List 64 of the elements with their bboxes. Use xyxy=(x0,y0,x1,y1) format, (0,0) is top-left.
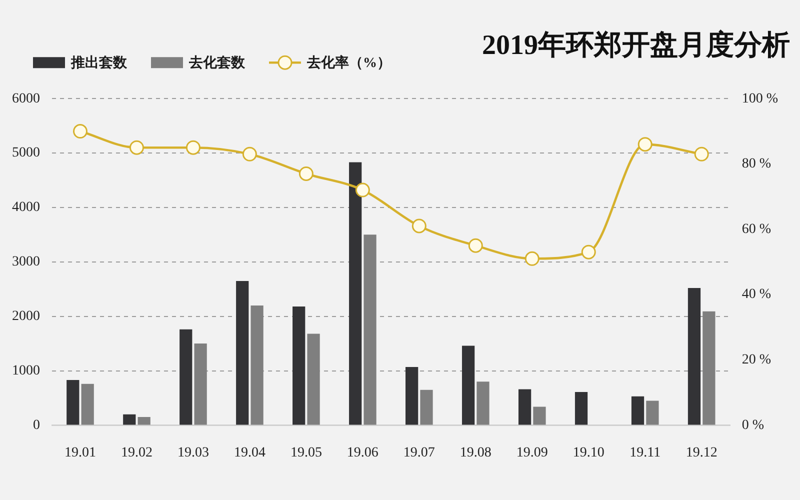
bar xyxy=(476,382,490,425)
point xyxy=(694,146,709,162)
y-tick-label: 0 xyxy=(33,418,40,433)
x-tick-label: 19.07 xyxy=(403,445,435,460)
point xyxy=(298,166,314,181)
y-tick-label: 6000 xyxy=(12,91,40,106)
bar xyxy=(123,414,136,425)
y2-tick-label: 80 % xyxy=(742,156,772,172)
x-tick-label: 19.06 xyxy=(346,445,378,460)
point xyxy=(581,244,596,260)
bar xyxy=(349,162,362,425)
x-tick-label: 19.02 xyxy=(120,445,152,460)
bar xyxy=(462,346,475,425)
point xyxy=(524,251,540,266)
x-tick-label: 19.10 xyxy=(572,445,604,460)
point xyxy=(72,124,88,139)
bar xyxy=(688,288,701,425)
bar xyxy=(66,380,80,425)
x-tick-label: 19.01 xyxy=(64,445,96,460)
y-tick-label: 2000 xyxy=(12,309,40,324)
legend-label: 去化率（%） xyxy=(306,54,391,72)
bar xyxy=(250,305,264,425)
bar xyxy=(236,280,249,425)
y2-tick-label: 20 % xyxy=(742,352,772,368)
y2-tick-label: 40 % xyxy=(742,287,772,302)
bar xyxy=(194,344,207,425)
y-tick-label: 4000 xyxy=(12,200,40,216)
y-tick-label: 3000 xyxy=(12,254,40,270)
point xyxy=(129,140,144,155)
x-tick-label: 19.09 xyxy=(516,445,548,460)
x-tick-label: 19.04 xyxy=(234,445,266,460)
legend-label: 去化套数 xyxy=(188,55,246,72)
bar xyxy=(292,306,306,425)
y2-tick-label: 100 % xyxy=(742,91,778,106)
bar xyxy=(420,390,433,425)
y2-tick-label: 0 % xyxy=(742,418,764,433)
bar xyxy=(406,366,418,425)
bar xyxy=(364,234,376,425)
bar xyxy=(180,329,192,425)
x-tick-label: 19.11 xyxy=(630,445,661,460)
bar xyxy=(138,417,150,425)
point xyxy=(355,182,370,198)
point xyxy=(468,238,483,253)
bar xyxy=(574,392,588,425)
x-tick-label: 19.12 xyxy=(686,445,718,460)
x-tick-label: 19.03 xyxy=(177,445,209,460)
point xyxy=(638,137,652,152)
y2-tick-label: 60 % xyxy=(742,222,772,237)
bar xyxy=(631,396,644,425)
y-tick-label: 1000 xyxy=(12,363,40,378)
point xyxy=(242,146,257,162)
point xyxy=(412,218,426,234)
point xyxy=(186,140,200,155)
bar xyxy=(646,400,659,425)
chart-title: 2019年环郑开盘月度分析 xyxy=(482,29,790,62)
x-tick-label: 19.05 xyxy=(290,445,322,460)
bar xyxy=(533,406,546,425)
legend-label: 推出套数 xyxy=(70,55,128,72)
y-tick-label: 5000 xyxy=(12,146,40,161)
x-tick-label: 19.08 xyxy=(460,445,492,460)
bar xyxy=(81,384,94,425)
bar xyxy=(702,311,716,425)
bar xyxy=(307,334,320,425)
bar xyxy=(518,389,532,425)
